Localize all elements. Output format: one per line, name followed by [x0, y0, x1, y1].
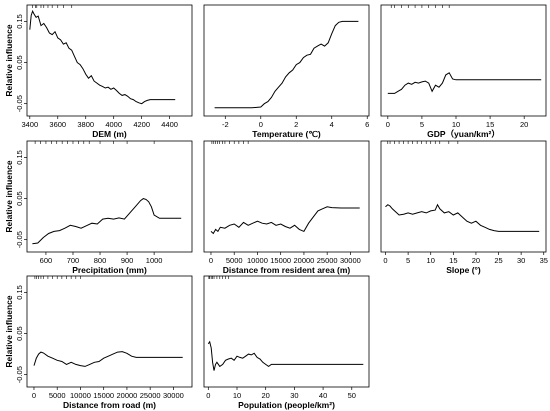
- y-tick-label: 0.05: [15, 55, 24, 70]
- x-tick-label: 700: [67, 256, 80, 265]
- x-tick-label: 4200: [133, 120, 150, 129]
- x-tick-label: 3800: [77, 120, 94, 129]
- y-tick-label: -0.05: [15, 95, 24, 112]
- x-tick-label: 50: [348, 391, 356, 400]
- x-tick-label: -2: [222, 120, 229, 129]
- x-tick-label: 15: [449, 256, 457, 265]
- plot-frame: [26, 275, 193, 388]
- x-axis-label: Slope (°): [446, 265, 481, 275]
- x-tick-label: 15: [486, 120, 494, 129]
- chart-panel-6: 0 5 10 15 20 25 30 35 Slope (°): [380, 140, 548, 275]
- y-tick-label: 0.05: [15, 191, 24, 206]
- x-tick-label: 20: [520, 120, 528, 129]
- x-axis-label: GDP（yuan/km²）: [427, 129, 500, 139]
- x-axis-label: Precipitation (mm): [72, 265, 147, 275]
- x-tick-label: 5: [420, 120, 424, 129]
- x-tick-label: 900: [121, 256, 134, 265]
- plot-frame: [380, 140, 547, 253]
- x-tick-label: 10000: [247, 256, 268, 265]
- x-tick-label: 5: [406, 256, 410, 265]
- plot-frame: [380, 4, 547, 117]
- x-tick-label: 20000: [293, 256, 314, 265]
- x-tick-label: 3600: [49, 120, 66, 129]
- y-tick-label: 0.15: [15, 150, 24, 165]
- x-tick-label: 5000: [49, 391, 66, 400]
- x-tick-label: 0: [383, 256, 387, 265]
- x-tick-label: 10000: [70, 391, 91, 400]
- x-tick-label: 15000: [93, 391, 114, 400]
- series-line: [210, 206, 360, 235]
- x-tick-label: 4400: [161, 120, 178, 129]
- x-tick-label: 3400: [21, 120, 38, 129]
- x-tick-label: 4000: [105, 120, 122, 129]
- x-tick-label: 10: [427, 256, 435, 265]
- x-tick-label: 30: [290, 391, 298, 400]
- series-line: [385, 203, 540, 232]
- y-tick-label: -0.05: [15, 231, 24, 248]
- series-line: [214, 20, 359, 109]
- x-tick-label: 40: [319, 391, 327, 400]
- chart-panel-4: 600 700 800 900 1000 0.15 0.05 -0.05 Precipitati…: [4, 140, 193, 275]
- x-axis-label: Temperature (℃): [252, 129, 321, 139]
- x-tick-label: 15000: [270, 256, 291, 265]
- x-axis-label: Population (people/km²): [238, 400, 335, 410]
- y-tick-label: -0.05: [15, 366, 24, 383]
- chart-panel-3: 0 5 10 15 20 GDP（yuan/km²）: [380, 4, 547, 139]
- chart-panel-1: 3400 3600 3800 4000 4200 4400 0.15 0.05 -0.05 DEM…: [4, 4, 193, 139]
- y-axis-label: Relative influence: [4, 24, 14, 97]
- y-axis-label: Relative influence: [4, 295, 14, 368]
- x-tick-label: 30: [517, 256, 525, 265]
- y-tick-label: 0.05: [15, 326, 24, 341]
- x-tick-label: 25: [494, 256, 502, 265]
- series-line: [29, 9, 176, 105]
- x-axis-label: Distance from resident area (m): [223, 265, 351, 275]
- series-line: [207, 340, 364, 371]
- series-line: [387, 72, 542, 94]
- x-tick-label: 600: [40, 256, 53, 265]
- y-tick-label: 0.15: [15, 285, 24, 300]
- x-tick-label: 35: [540, 256, 548, 265]
- plot-frame: [203, 4, 370, 117]
- x-tick-label: 20: [472, 256, 480, 265]
- x-tick-label: 0: [206, 391, 210, 400]
- x-tick-label: 20000: [116, 391, 137, 400]
- x-tick-label: 2: [294, 120, 298, 129]
- chart-panel-7: 0 5000 10000 15000 20000 25000 30000 0.15 0.05 -0…: [4, 275, 193, 410]
- plot-frame: [203, 275, 370, 388]
- series-line: [32, 198, 182, 245]
- x-tick-label: 30000: [163, 391, 184, 400]
- x-tick-label: 1000: [146, 256, 163, 265]
- x-tick-label: 0: [259, 120, 263, 129]
- x-tick-label: 10: [233, 391, 241, 400]
- x-tick-label: 10: [452, 120, 460, 129]
- x-tick-label: 25000: [140, 391, 161, 400]
- plot-frame: [203, 140, 370, 253]
- x-tick-label: 800: [94, 256, 107, 265]
- x-tick-label: 0: [32, 391, 36, 400]
- plot-frame: [26, 140, 193, 253]
- y-axis-label: Relative influence: [4, 160, 14, 233]
- x-axis-label: Distance from road (m): [63, 400, 156, 410]
- plot-frame: [26, 4, 193, 117]
- x-axis-label: DEM (m): [92, 129, 127, 139]
- series-line: [33, 351, 183, 367]
- x-tick-label: 5000: [226, 256, 243, 265]
- x-tick-label: 25000: [317, 256, 338, 265]
- y-tick-label: 0.15: [15, 14, 24, 29]
- chart-panel-2: -2 0 2 4 6 Temperature (℃): [203, 4, 370, 139]
- x-tick-label: 6: [365, 120, 369, 129]
- x-tick-label: 0: [386, 120, 390, 129]
- x-tick-label: 30000: [340, 256, 361, 265]
- x-tick-label: 0: [209, 256, 213, 265]
- chart-panel-8: 0 10 20 30 40 50 Population (people/km²): [203, 275, 370, 410]
- x-tick-label: 20: [262, 391, 270, 400]
- x-tick-label: 4: [330, 120, 334, 129]
